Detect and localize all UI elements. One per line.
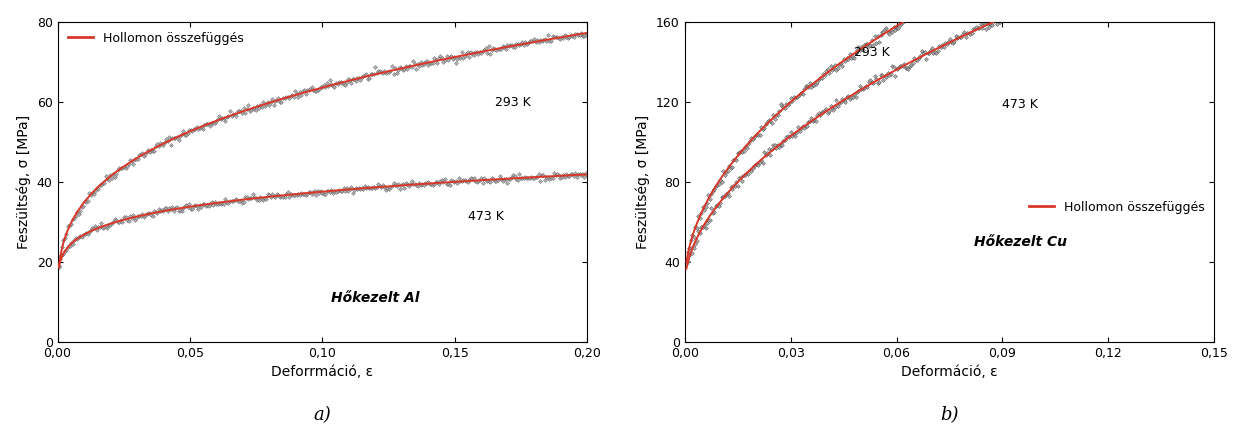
Hollomon összefüggés — [51, 265, 66, 270]
Hollomon összefüggés — [83, 191, 98, 197]
Text: 293 K: 293 K — [494, 96, 530, 109]
Line: Hollomon összefüggés: Hollomon összefüggés — [59, 33, 588, 267]
Y-axis label: Feszültség, σ [MPa]: Feszültség, σ [MPa] — [16, 115, 31, 249]
Text: 473 K: 473 K — [468, 210, 504, 223]
Legend: Hollomon összefüggés: Hollomon összefüggés — [63, 28, 247, 49]
Hollomon összefüggés — [372, 71, 387, 76]
Hollomon összefüggés — [388, 67, 403, 73]
Text: Hőkezelt Al: Hőkezelt Al — [331, 291, 420, 305]
Text: 293 K: 293 K — [854, 46, 890, 59]
Text: a): a) — [314, 406, 331, 424]
Hollomon összefüggés — [934, 0, 949, 2]
Hollomon összefüggés — [580, 30, 595, 36]
Hollomon összefüggés — [507, 43, 522, 49]
Hollomon összefüggés — [679, 259, 693, 265]
Y-axis label: Feszültség, σ [MPa]: Feszültség, σ [MPa] — [636, 115, 650, 249]
Legend: Hollomon összefüggés: Hollomon összefüggés — [1025, 197, 1208, 218]
X-axis label: Deforrmáció, ε: Deforrmáció, ε — [271, 365, 374, 379]
Line: Hollomon összefüggés: Hollomon összefüggés — [686, 0, 1127, 262]
Text: Hőkezelt Cu: Hőkezelt Cu — [974, 235, 1067, 249]
X-axis label: Deformáció, ε: Deformáció, ε — [901, 365, 997, 379]
Hollomon összefüggés — [452, 53, 467, 59]
Text: b): b) — [940, 406, 959, 424]
Hollomon összefüggés — [359, 74, 373, 79]
Hollomon összefüggés — [706, 187, 721, 193]
Text: 473 K: 473 K — [1002, 98, 1038, 111]
